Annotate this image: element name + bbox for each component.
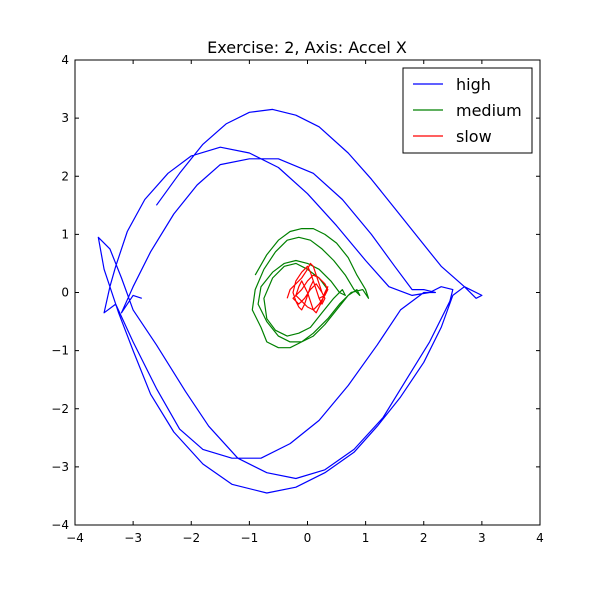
y-tick-label: −1 bbox=[51, 344, 69, 358]
x-tick-label: 4 bbox=[536, 531, 544, 545]
x-tick-label: −1 bbox=[241, 531, 259, 545]
chart-title: Exercise: 2, Axis: Accel X bbox=[207, 38, 407, 57]
y-tick-label: 4 bbox=[61, 53, 69, 67]
y-tick-label: 0 bbox=[61, 286, 69, 300]
x-tick-label: 2 bbox=[420, 531, 428, 545]
y-tick-label: 1 bbox=[61, 227, 69, 241]
x-tick-label: 0 bbox=[304, 531, 312, 545]
x-tick-label: −2 bbox=[182, 531, 200, 545]
y-tick-label: −2 bbox=[51, 402, 69, 416]
series-line-slow bbox=[286, 262, 329, 314]
legend-label-high: high bbox=[456, 75, 491, 94]
legend-label-slow: slow bbox=[456, 127, 492, 146]
axes-layer: −4 −3 −2 −1 0 1 2 3 4 −4 −3 −2 −1 0 1 2 3 4 bbox=[51, 53, 544, 545]
x-tick-label: 1 bbox=[362, 531, 370, 545]
x-tick-label: 3 bbox=[478, 531, 486, 545]
legend: high medium slow bbox=[402, 67, 533, 154]
series-line-medium bbox=[251, 228, 370, 349]
x-tick-label: −4 bbox=[66, 531, 84, 545]
x-tick-label: −3 bbox=[124, 531, 142, 545]
legend-label-medium: medium bbox=[456, 101, 522, 120]
y-tick-label: −4 bbox=[51, 518, 69, 532]
y-tick-label: 2 bbox=[61, 169, 69, 183]
series-layer bbox=[97, 108, 483, 494]
y-tick-label: −3 bbox=[51, 460, 69, 474]
series-line-high bbox=[97, 108, 483, 494]
y-tick-label: 3 bbox=[61, 111, 69, 125]
